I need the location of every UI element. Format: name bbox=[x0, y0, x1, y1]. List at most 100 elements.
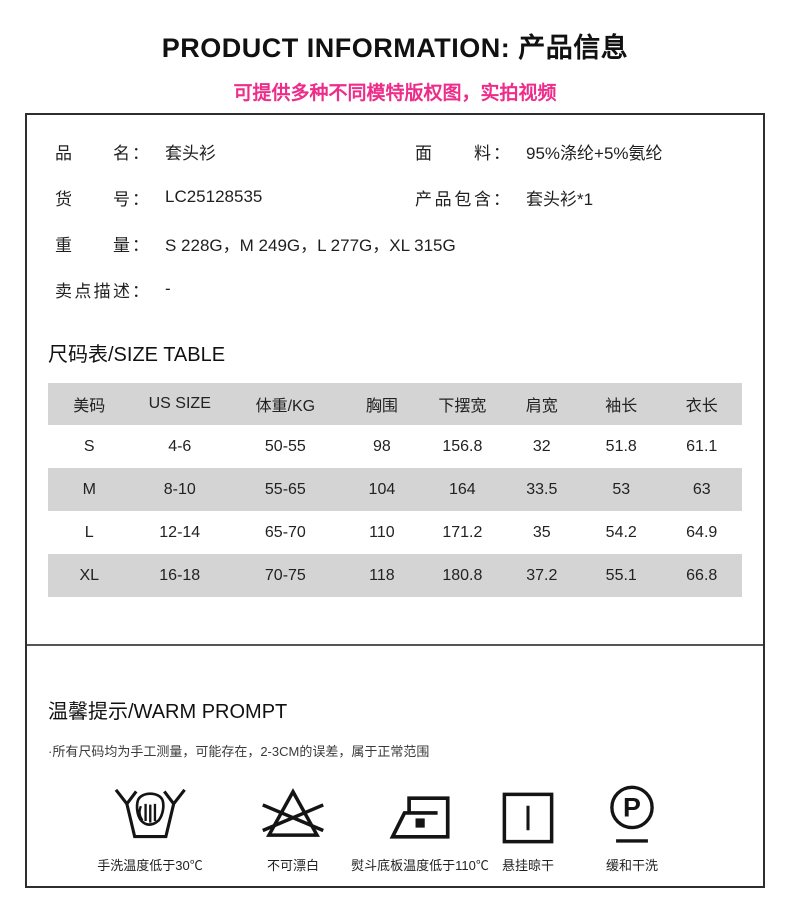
table-header-cell: 胸围 bbox=[341, 383, 423, 425]
field-value: S 228G，M 249G，L 277G，XL 315G bbox=[165, 235, 456, 255]
field-label: 货号 bbox=[55, 189, 130, 209]
care-item-gentle-dry-clean: P 缓和干洗 bbox=[605, 780, 659, 874]
table-cell: L bbox=[84, 523, 94, 541]
table-cell: 50-55 bbox=[264, 437, 306, 455]
table-cell: 35 bbox=[532, 523, 551, 541]
field-colon: ： bbox=[132, 235, 149, 255]
care-item-iron-low: 熨斗底板温度低于110℃ bbox=[351, 780, 489, 874]
table-cell: XL bbox=[79, 566, 100, 584]
field-selling-point: 卖点描述： - bbox=[55, 277, 171, 302]
table-cell: 37.2 bbox=[526, 566, 558, 584]
page-subtitle: 可提供多种不同模特版权图，实拍视频 bbox=[233, 83, 557, 104]
page-title: PRODUCT INFORMATION: 产品信息 bbox=[161, 33, 629, 63]
table-cell: 54.2 bbox=[605, 523, 637, 541]
care-label: 手洗温度低于30℃ bbox=[97, 858, 203, 873]
gentle-dry-clean-icon: P bbox=[605, 780, 659, 846]
field-value: - bbox=[165, 279, 171, 298]
table-cell: S bbox=[83, 437, 95, 455]
iron-low-temp-icon bbox=[385, 780, 455, 846]
product-info-box: 品名： 套头衫 面料： 95%涤纶+5%氨纶 货号： LC25128535 产品… bbox=[25, 113, 765, 888]
table-cell: 32 bbox=[532, 437, 551, 455]
info-rows: 品名： 套头衫 面料： 95%涤纶+5%氨纶 货号： LC25128535 产品… bbox=[48, 115, 742, 312]
warm-prompt-note: ·所有尺码均为手工测量，可能存在，2-3CM的误差，属于正常范围 bbox=[48, 744, 430, 759]
field-label: 重量 bbox=[55, 235, 130, 255]
table-cell: 156.8 bbox=[442, 437, 483, 455]
table-header-cell: 美码 bbox=[48, 383, 131, 425]
product-details-section: 品名： 套头衫 面料： 95%涤纶+5%氨纶 货号： LC25128535 产品… bbox=[27, 115, 763, 597]
hang-dry-icon bbox=[500, 780, 556, 846]
table-cell: 104 bbox=[368, 480, 396, 498]
table-cell: 64.9 bbox=[686, 523, 718, 541]
table-header-row: 美码 US SIZE 体重/KG 胸围 下摆宽 肩宽 袖长 衣长 bbox=[48, 383, 742, 425]
table-cell: 8-10 bbox=[163, 480, 196, 498]
size-table: 美码 US SIZE 体重/KG 胸围 下摆宽 肩宽 袖长 衣长 S 4-6 5 bbox=[48, 383, 742, 597]
table-cell: 55.1 bbox=[605, 566, 637, 584]
table-cell: 33.5 bbox=[526, 480, 558, 498]
field-label: 品名 bbox=[55, 143, 130, 163]
table-cell: 63 bbox=[692, 480, 711, 498]
table-cell: 65-70 bbox=[264, 523, 306, 541]
table-cell: 66.8 bbox=[686, 566, 718, 584]
section-divider bbox=[27, 644, 763, 646]
info-row: 品名： 套头衫 面料： 95%涤纶+5%氨纶 bbox=[55, 128, 742, 174]
table-cell: 51.8 bbox=[605, 437, 637, 455]
care-item-no-bleach: 不可漂白 bbox=[258, 780, 328, 874]
care-label: 悬挂晾干 bbox=[501, 858, 554, 873]
care-label: 熨斗底板温度低于110℃ bbox=[351, 858, 489, 873]
field-value: LC25128535 bbox=[165, 187, 263, 206]
table-cell: 118 bbox=[369, 566, 395, 584]
hand-wash-icon bbox=[111, 780, 189, 846]
field-value: 套头衫 bbox=[165, 143, 216, 163]
table-header-cell: 衣长 bbox=[661, 383, 742, 425]
dry-clean-letter: P bbox=[623, 793, 641, 823]
field-weight: 重量： S 228G，M 249G，L 277G，XL 315G bbox=[55, 231, 456, 256]
table-row-m: M 8-10 55-65 104 164 33.5 53 63 bbox=[48, 468, 742, 511]
field-colon: ： bbox=[132, 281, 149, 301]
warm-prompt-section: 温馨提示/WARM PROMPT ·所有尺码均为手工测量，可能存在，2-3CM的… bbox=[27, 695, 763, 880]
table-cell: 53 bbox=[612, 480, 631, 498]
table-header-cell: 下摆宽 bbox=[422, 383, 503, 425]
field-product-name: 品名： 套头衫 bbox=[55, 139, 415, 164]
field-fabric: 面料： 95%涤纶+5%氨纶 bbox=[415, 139, 663, 164]
field-label: 卖点描述 bbox=[55, 281, 130, 301]
table-cell: 16-18 bbox=[159, 566, 201, 584]
table-row-s: S 4-6 50-55 98 156.8 32 51.8 61.1 bbox=[48, 425, 742, 468]
table-cell: 4-6 bbox=[168, 437, 192, 455]
table-row-l: L 12-14 65-70 110 171.2 35 54.2 64.9 bbox=[48, 511, 742, 554]
table-cell: 61.1 bbox=[686, 437, 718, 455]
size-table-heading: 尺码表/SIZE TABLE bbox=[48, 344, 226, 366]
table-cell: 171.2 bbox=[442, 523, 483, 541]
info-row: 货号： LC25128535 产品包含： 套头衫*1 bbox=[55, 174, 742, 220]
table-cell: 180.8 bbox=[442, 566, 483, 584]
table-cell: 98 bbox=[373, 437, 391, 455]
field-value: 95%涤纶+5%氨纶 bbox=[526, 143, 663, 163]
care-label: 缓和干洗 bbox=[605, 858, 658, 873]
field-colon: ： bbox=[493, 143, 510, 163]
field-label: 产品包含 bbox=[415, 189, 491, 209]
field-colon: ： bbox=[132, 189, 149, 209]
field-value: 套头衫*1 bbox=[526, 189, 594, 209]
field-package-contents: 产品包含： 套头衫*1 bbox=[415, 185, 593, 210]
warm-prompt-heading: 温馨提示/WARM PROMPT bbox=[48, 701, 288, 723]
info-row: 重量： S 228G，M 249G，L 277G，XL 315G bbox=[55, 220, 742, 266]
table-cell: 70-75 bbox=[264, 566, 306, 584]
care-item-hand-wash: 手洗温度低于30℃ bbox=[97, 780, 203, 874]
table-cell: 55-65 bbox=[264, 480, 306, 498]
no-bleach-icon bbox=[258, 780, 328, 846]
table-header-cell: 体重/KG bbox=[229, 383, 342, 425]
table-header-cell: 袖长 bbox=[581, 383, 662, 425]
table-cell: 110 bbox=[369, 523, 395, 541]
care-item-hang-dry: 悬挂晾干 bbox=[500, 780, 556, 874]
table-header-cell: 肩宽 bbox=[502, 383, 582, 425]
care-label: 不可漂白 bbox=[266, 858, 319, 873]
table-header-cell: US SIZE bbox=[130, 383, 230, 425]
field-colon: ： bbox=[493, 189, 510, 209]
table-cell: 164 bbox=[449, 480, 476, 498]
table-cell: 12-14 bbox=[159, 523, 201, 541]
field-colon: ： bbox=[132, 143, 149, 163]
page-header: PRODUCT INFORMATION: 产品信息 可提供多种不同模特版权图，实… bbox=[0, 0, 790, 105]
table-cell: M bbox=[82, 480, 96, 498]
table-row-xl: XL 16-18 70-75 118 180.8 37.2 55.1 66.8 bbox=[48, 554, 742, 597]
field-label: 面料 bbox=[415, 143, 491, 163]
